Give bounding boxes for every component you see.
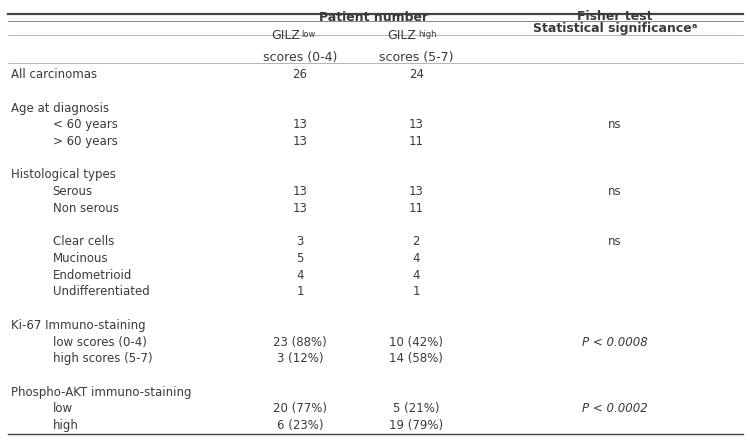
Text: low: low — [302, 30, 316, 39]
Text: 11: 11 — [409, 202, 424, 215]
Text: 1: 1 — [296, 286, 304, 298]
Text: Undifferentiated: Undifferentiated — [53, 286, 149, 298]
Text: 11: 11 — [409, 135, 424, 148]
Text: 19 (79%): 19 (79%) — [389, 419, 443, 432]
Text: ns: ns — [608, 118, 622, 131]
Text: 1: 1 — [413, 286, 420, 298]
Text: 2: 2 — [413, 235, 420, 248]
Text: < 60 years: < 60 years — [53, 118, 117, 131]
Text: Fisher test: Fisher test — [578, 10, 652, 23]
Text: P < 0.0008: P < 0.0008 — [582, 335, 648, 349]
Text: All carcinomas: All carcinomas — [11, 68, 98, 81]
Text: 13: 13 — [292, 202, 308, 215]
Text: Clear cells: Clear cells — [53, 235, 114, 248]
Text: high: high — [418, 30, 436, 39]
Text: 20 (77%): 20 (77%) — [273, 403, 327, 415]
Text: 23 (88%): 23 (88%) — [273, 335, 327, 349]
Text: Endometrioid: Endometrioid — [53, 269, 132, 282]
Text: > 60 years: > 60 years — [53, 135, 117, 148]
Text: 5 (21%): 5 (21%) — [393, 403, 439, 415]
Text: Ki-67 Immuno-staining: Ki-67 Immuno-staining — [11, 319, 146, 332]
Text: high: high — [53, 419, 78, 432]
Text: 13: 13 — [292, 135, 308, 148]
Text: 6 (23%): 6 (23%) — [277, 419, 323, 432]
Text: P < 0.0002: P < 0.0002 — [582, 403, 648, 415]
Text: GILZ: GILZ — [388, 29, 416, 42]
Text: Age at diagnosis: Age at diagnosis — [11, 102, 110, 114]
Text: 13: 13 — [409, 185, 424, 198]
Text: 5: 5 — [296, 252, 304, 265]
Text: 13: 13 — [292, 118, 308, 131]
Text: Histological types: Histological types — [11, 168, 116, 182]
Text: Statistical significanceᵃ: Statistical significanceᵃ — [532, 22, 698, 35]
Text: GILZ: GILZ — [272, 29, 300, 42]
Text: 4: 4 — [413, 269, 420, 282]
Text: 26: 26 — [292, 68, 308, 81]
Text: low scores (0-4): low scores (0-4) — [53, 335, 146, 349]
Text: 4: 4 — [296, 269, 304, 282]
Text: Serous: Serous — [53, 185, 93, 198]
Text: Mucinous: Mucinous — [53, 252, 108, 265]
Text: low: low — [53, 403, 73, 415]
Text: 13: 13 — [409, 118, 424, 131]
Text: 4: 4 — [413, 252, 420, 265]
Text: 13: 13 — [292, 185, 308, 198]
Text: 3: 3 — [296, 235, 304, 248]
Text: scores (0-4): scores (0-4) — [262, 51, 338, 64]
Text: Phospho-AKT immuno-staining: Phospho-AKT immuno-staining — [11, 386, 192, 399]
Text: Patient number: Patient number — [319, 11, 428, 24]
Text: 14 (58%): 14 (58%) — [389, 352, 443, 366]
Text: Non serous: Non serous — [53, 202, 118, 215]
Text: 10 (42%): 10 (42%) — [389, 335, 443, 349]
Text: 3 (12%): 3 (12%) — [277, 352, 323, 366]
Text: ns: ns — [608, 235, 622, 248]
Text: scores (5-7): scores (5-7) — [379, 51, 454, 64]
Text: ns: ns — [608, 185, 622, 198]
Text: high scores (5-7): high scores (5-7) — [53, 352, 152, 366]
Text: 24: 24 — [409, 68, 424, 81]
